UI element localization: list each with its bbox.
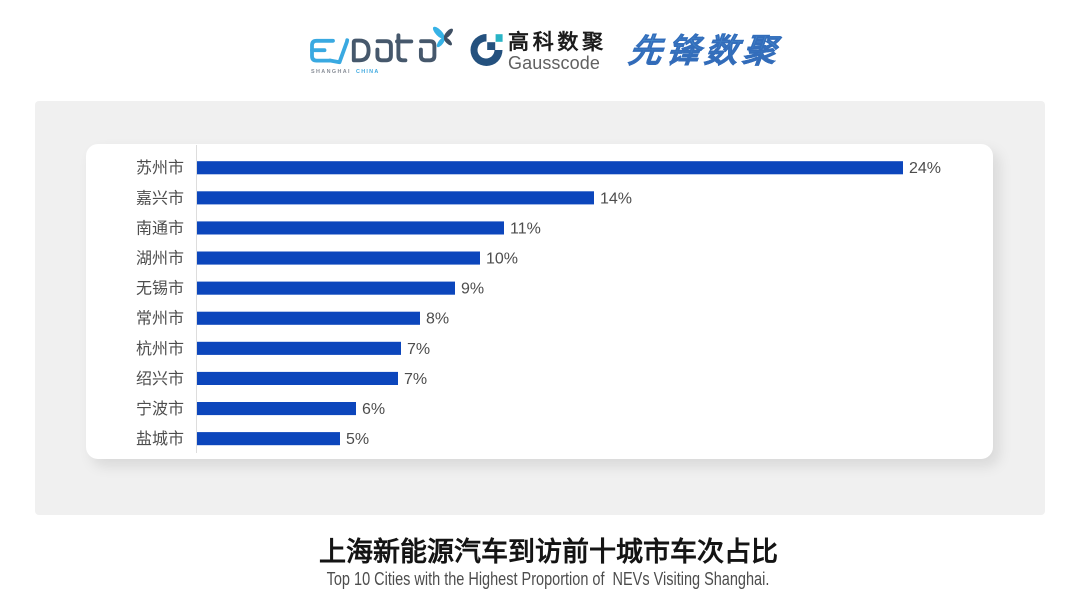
svg-text:杭州市: 杭州市 <box>136 340 184 358</box>
svg-text:嘉兴市: 嘉兴市 <box>136 189 184 207</box>
svg-text:10%: 10% <box>486 251 518 268</box>
svg-text:苏州市: 苏州市 <box>136 159 184 177</box>
svg-text:湖州市: 湖州市 <box>136 250 184 268</box>
svg-text:7%: 7% <box>404 371 427 388</box>
svg-text:盐城市: 盐城市 <box>136 430 184 448</box>
svg-text:绍兴市: 绍兴市 <box>136 370 184 388</box>
svg-text:宁波市: 宁波市 <box>136 400 184 418</box>
svg-text:CHINA: CHINA <box>356 69 380 75</box>
svg-text:24%: 24% <box>909 160 941 177</box>
svg-text:14%: 14% <box>600 190 632 207</box>
svg-text:南通市: 南通市 <box>136 219 184 237</box>
svg-text:5%: 5% <box>346 431 369 448</box>
svg-text:8%: 8% <box>426 311 449 328</box>
svg-text:常州市: 常州市 <box>136 310 184 328</box>
svg-text:11%: 11% <box>510 220 541 237</box>
svg-text:7%: 7% <box>407 341 430 358</box>
svg-text:6%: 6% <box>362 401 385 418</box>
svg-text:无锡市: 无锡市 <box>136 280 184 298</box>
svg-text:9%: 9% <box>461 281 484 298</box>
svg-text:SHANGHAI: SHANGHAI <box>311 69 351 75</box>
